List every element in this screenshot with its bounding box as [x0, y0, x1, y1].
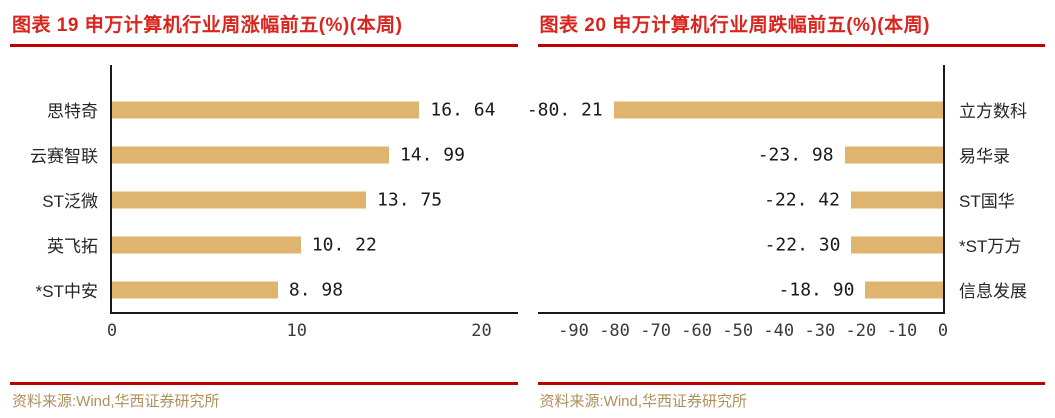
source-note: 资料来源:Wind,华西证券研究所 — [539, 393, 748, 410]
bar-scale: 10. 22 — [112, 222, 482, 267]
category-label: 云赛智联 — [30, 147, 98, 166]
bar-row: -18. 90 — [538, 267, 943, 312]
figure-caption-losers: 图表 20 申万计算机行业周跌幅前五(%)(本周) — [539, 15, 930, 36]
bar-row: 16. 64 — [112, 87, 518, 132]
value-label: -80. 21 — [526, 99, 603, 120]
value-label: -22. 42 — [764, 189, 840, 210]
value-label: 13. 75 — [377, 189, 443, 210]
bar-row: -22. 42 — [538, 177, 943, 222]
x-tick-label: -10 — [886, 321, 918, 341]
x-tick-label: -20 — [845, 321, 877, 341]
bar-scale: -80. 21 — [527, 87, 943, 132]
x-tick-label: -60 — [681, 321, 713, 341]
x-tick-label: 10 — [286, 321, 307, 341]
bar — [850, 191, 943, 208]
category-label: *ST万方 — [959, 237, 1022, 256]
plot-rows: -80. 21 -23. 98 -22. 42 -22. 30 -18. 90 — [527, 65, 945, 314]
x-axis-ticks: -90 -80 -70 -60 -50 -40 -30 -20 -10 0 — [558, 314, 948, 344]
bar-scale: -22. 42 — [574, 177, 943, 222]
category-label: 易华录 — [959, 147, 1010, 166]
category-labels: 立方数科易华录 ST国华 *ST万方信息发展 — [945, 65, 1045, 344]
value-label: -23. 98 — [757, 144, 834, 165]
x-tick-label: -70 — [640, 321, 671, 341]
x-tick-label: -40 — [763, 321, 795, 341]
bar-scale: -23. 98 — [574, 132, 943, 177]
value-label: 16. 64 — [430, 99, 496, 120]
caption-divider — [537, 44, 1045, 47]
x-tick-label: 0 — [106, 321, 118, 341]
category-label: 信息发展 — [959, 282, 1027, 301]
figure-caption-gainers: 图表 19 申万计算机行业周涨幅前五(%)(本周) — [12, 15, 403, 36]
category-labels: 思特奇云赛智联 ST泛微英飞拓 *ST中安 — [10, 65, 110, 344]
x-tick-label: 20 — [471, 321, 492, 341]
bar-row: 13. 75 — [112, 177, 518, 222]
bar — [844, 146, 943, 163]
source-divider — [537, 382, 1045, 385]
bar-scale: 13. 75 — [112, 177, 482, 222]
category-label: 英飞拓 — [47, 237, 98, 256]
panel-weekly-losers: 图表 20 申万计算机行业周跌幅前五(%)(本周) 立方数科易华录 ST国华 *ST… — [527, 8, 1046, 414]
panel-weekly-gainers: 图表 19 申万计算机行业周涨幅前五(%)(本周) 思特奇云赛智联 ST泛微英飞拓… — [10, 8, 518, 414]
plot-area: -80. 21 -23. 98 -22. 42 -22. 30 -18. 90 -90-… — [527, 65, 948, 344]
source-note: 资料来源:Wind,华西证券研究所 — [12, 393, 220, 410]
bar-row: -23. 98 — [538, 132, 943, 177]
bar — [613, 101, 943, 118]
bar-chart-gainers: 思特奇云赛智联 ST泛微英飞拓 *ST中安 16. 64 14. 99 13. 75 10… — [10, 65, 518, 344]
category-label: 立方数科 — [959, 102, 1027, 121]
x-tick-label: -90 — [558, 321, 589, 341]
bar-chart-losers: 立方数科易华录 ST国华 *ST万方信息发展 -80. 21 -23. 98 -22. … — [527, 65, 1046, 344]
value-label: 8. 98 — [288, 279, 344, 300]
value-label: 10. 22 — [311, 234, 377, 255]
bar — [112, 236, 301, 253]
value-label: 14. 99 — [399, 144, 465, 165]
plot-rows: 16. 64 14. 99 13. 75 10. 22 8. 98 — [110, 65, 518, 314]
x-tick-label: -30 — [804, 321, 836, 341]
source-divider — [10, 382, 518, 385]
caption-divider — [10, 44, 518, 47]
bar-row: 10. 22 — [112, 222, 518, 267]
bar — [851, 236, 943, 253]
bar-scale: -22. 30 — [574, 222, 943, 267]
panel-spacer — [10, 344, 518, 382]
bar-row: 14. 99 — [112, 132, 518, 177]
x-tick-label: 0 — [937, 321, 949, 341]
bar-row: -22. 30 — [538, 222, 943, 267]
x-axis-ticks: 0 10 20 — [107, 314, 492, 344]
value-label: -18. 90 — [778, 279, 855, 300]
bar — [112, 146, 389, 163]
category-label: *ST中安 — [35, 282, 98, 301]
panel-spacer — [538, 344, 1046, 382]
category-label: ST国华 — [959, 192, 1015, 211]
bar — [865, 281, 943, 298]
category-label: 思特奇 — [47, 102, 98, 121]
bar-row: 8. 98 — [112, 267, 518, 312]
bar-scale: -18. 90 — [574, 267, 943, 312]
bar — [112, 281, 278, 298]
bar-scale: 8. 98 — [112, 267, 482, 312]
bar-row: -80. 21 — [527, 87, 943, 132]
plot-area: 16. 64 14. 99 13. 75 10. 22 8. 98 0 10 20 — [107, 65, 518, 344]
bar-scale: 16. 64 — [112, 87, 495, 132]
x-tick-label: -50 — [722, 321, 754, 341]
x-tick-label: -80 — [599, 321, 630, 341]
bar — [112, 101, 420, 118]
value-label: -22. 30 — [764, 234, 841, 255]
bar — [112, 191, 367, 208]
category-label: ST泛微 — [42, 192, 98, 211]
bar-scale: 14. 99 — [112, 132, 482, 177]
